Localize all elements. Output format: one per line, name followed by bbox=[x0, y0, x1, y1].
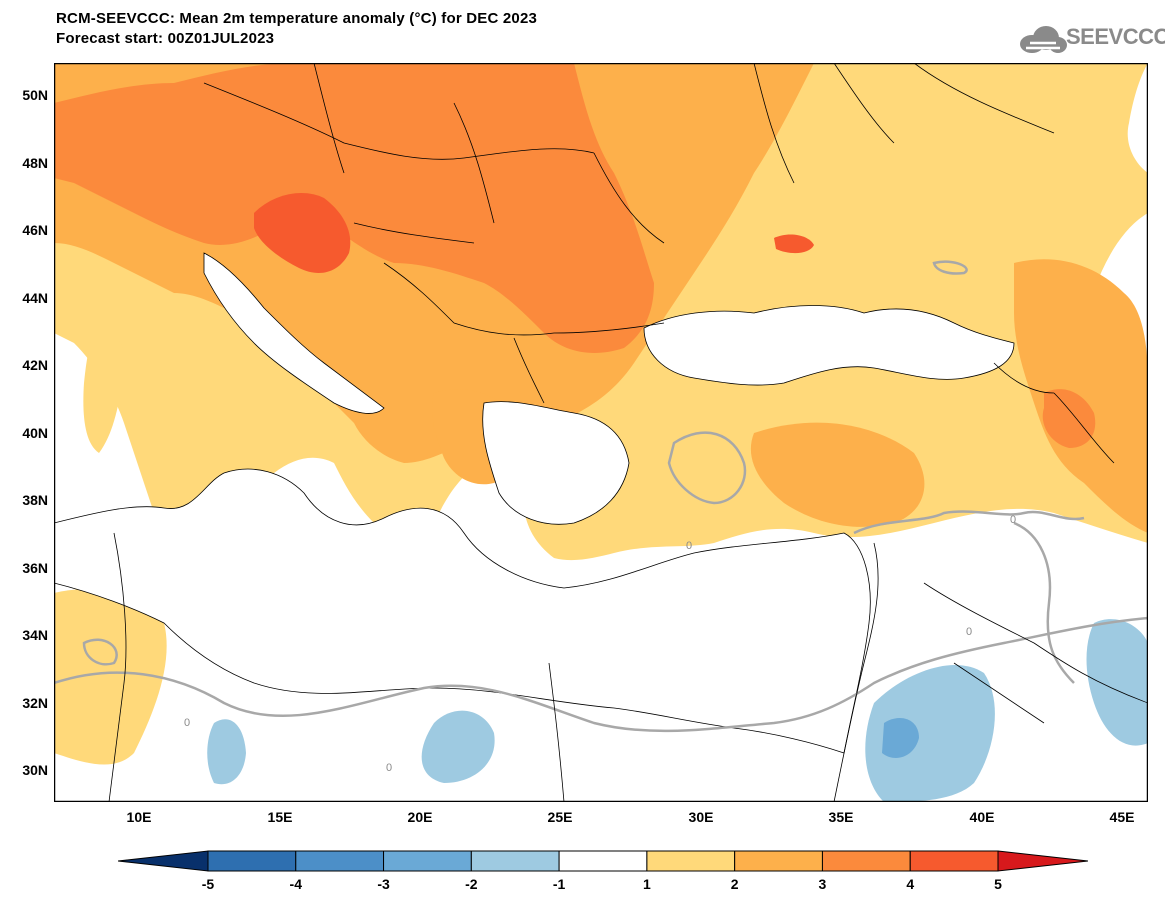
anomaly-zone-2-3-east bbox=[1014, 259, 1148, 533]
colorbar-cell-min bbox=[118, 850, 209, 872]
colorbar-cell bbox=[909, 850, 999, 872]
zero-contour-south bbox=[54, 616, 1148, 733]
contour-label-0-d: 0 bbox=[966, 626, 972, 638]
colorbar-cell bbox=[383, 850, 472, 872]
lat-label: 40N bbox=[22, 425, 48, 441]
mediterranean-sea bbox=[54, 468, 871, 754]
zero-contour-levant bbox=[853, 510, 1085, 535]
colorbar-cell bbox=[558, 850, 648, 872]
anomaly-zone-minus2-minus3-arabia bbox=[882, 718, 919, 758]
temperature-anomaly-map: 0 0 0 0 0 bbox=[54, 63, 1148, 802]
colorbar-tick-label: -4 bbox=[289, 876, 302, 892]
lat-label: 42N bbox=[22, 357, 48, 373]
colorbar-tick-label: -2 bbox=[465, 876, 478, 892]
lon-label: 35E bbox=[828, 809, 854, 825]
lon-label: 15E bbox=[267, 809, 293, 825]
lat-label: 48N bbox=[22, 155, 48, 171]
lon-label: 40E bbox=[969, 809, 995, 825]
zero-contour-libya bbox=[82, 638, 118, 666]
colorbar-tick-label: 1 bbox=[642, 876, 651, 892]
colorbar bbox=[118, 850, 1088, 872]
aegean-sea bbox=[482, 401, 630, 525]
anomaly-zone-minus1-minus2-egypt bbox=[421, 710, 495, 783]
colorbar-cell bbox=[821, 850, 911, 872]
lat-label: 38N bbox=[22, 492, 48, 508]
colorbar-cell bbox=[295, 850, 385, 872]
anomaly-zone-3-4-east bbox=[1042, 389, 1096, 448]
country-borders bbox=[108, 63, 1148, 802]
anomaly-zone-1-2-africa-west bbox=[54, 589, 167, 765]
lat-label: 34N bbox=[22, 627, 48, 643]
lon-label: 30E bbox=[688, 809, 714, 825]
anomaly-zone-minus1-minus2-arabia bbox=[865, 664, 995, 802]
lon-label: 10E bbox=[126, 809, 152, 825]
anomaly-zone-4-5 bbox=[254, 193, 351, 273]
lat-label: 32N bbox=[22, 695, 48, 711]
contour-label-0-b: 0 bbox=[386, 762, 392, 774]
zero-contour-crimea bbox=[932, 260, 968, 275]
colorbar-tick-label: -3 bbox=[377, 876, 390, 892]
map-title: RCM-SEEVCCC: Mean 2m temperature anomaly… bbox=[56, 10, 538, 27]
lon-label: 20E bbox=[407, 809, 433, 825]
colorbar-tick-label: -5 bbox=[201, 876, 215, 892]
map-frame bbox=[54, 63, 1148, 802]
anomaly-zone-1-2-anatolia bbox=[750, 422, 925, 527]
colorbar-cell bbox=[207, 850, 297, 872]
lon-label: 25E bbox=[547, 809, 573, 825]
colorbar-tick-label: 3 bbox=[818, 876, 827, 892]
anomaly-zone-3-4 bbox=[54, 63, 654, 353]
colorbar-tick-label: -1 bbox=[552, 876, 566, 892]
anomaly-zone-1-2-islands bbox=[83, 332, 125, 453]
lat-label: 46N bbox=[22, 222, 48, 238]
contour-label-0-c: 0 bbox=[686, 540, 692, 552]
zero-contour-iraq bbox=[1013, 521, 1075, 684]
colorbar-cell bbox=[646, 850, 736, 872]
colorbar-cell bbox=[734, 850, 823, 872]
forecast-start-label: Forecast start: 00Z01JUL2023 bbox=[56, 30, 275, 47]
anomaly-zone-minus1-minus2-iraq bbox=[1086, 619, 1148, 746]
adriatic-sea bbox=[203, 252, 385, 414]
lat-label: 36N bbox=[22, 560, 48, 576]
lat-label: 50N bbox=[22, 87, 48, 103]
black-sea bbox=[643, 305, 1015, 386]
colorbar-tick-label: 2 bbox=[730, 876, 739, 892]
anomaly-zone-minus1-minus2-libya bbox=[207, 719, 246, 785]
caspian-sea bbox=[1127, 63, 1148, 173]
colorbar-tick-label: 5 bbox=[994, 876, 1002, 892]
contour-label-0-a: 0 bbox=[184, 717, 190, 729]
lon-label: 45E bbox=[1109, 809, 1135, 825]
anomaly-zone-4-5-small bbox=[774, 234, 814, 254]
colorbar-tick-label: 4 bbox=[906, 876, 915, 892]
colorbar-cell-max bbox=[997, 850, 1088, 872]
colorbar-cell bbox=[470, 850, 560, 872]
seevccc-logo-text: SEEVCCC bbox=[1066, 24, 1165, 49]
lat-label: 44N bbox=[22, 290, 48, 306]
contour-label-0-e: 0 bbox=[1010, 514, 1016, 526]
zero-contour-anatolia bbox=[667, 431, 747, 505]
seevccc-logo bbox=[1020, 26, 1067, 53]
lat-label: 30N bbox=[22, 762, 48, 778]
